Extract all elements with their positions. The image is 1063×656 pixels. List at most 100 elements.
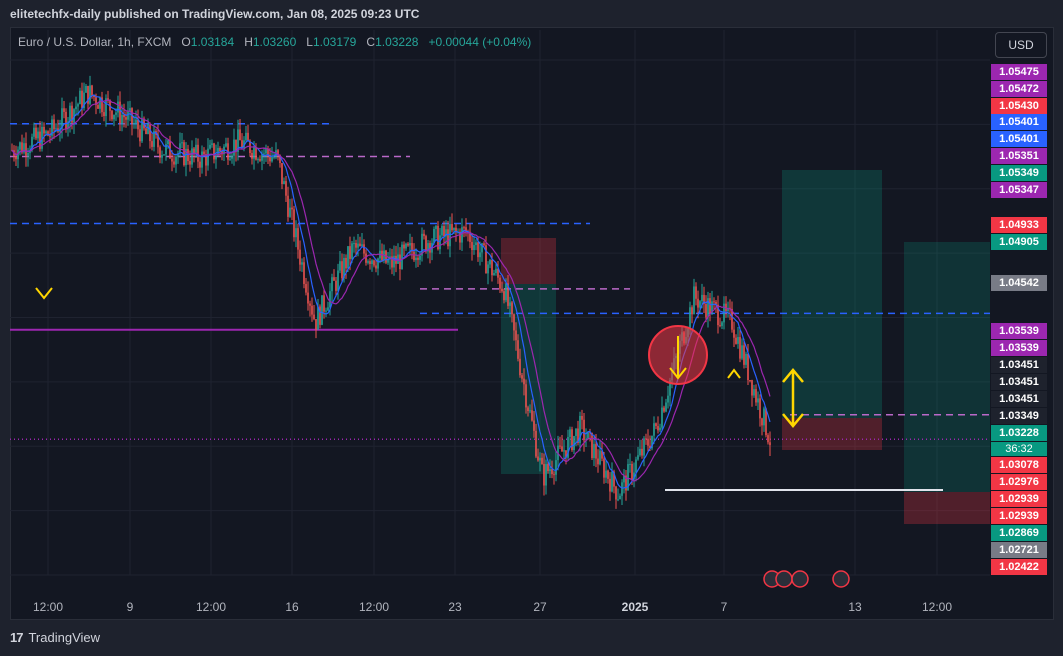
candle-body [123, 114, 125, 118]
candle-body [637, 455, 639, 460]
candle-body [45, 131, 47, 134]
price-label: 1.05401 [991, 114, 1047, 130]
candle-body [25, 143, 27, 156]
currency-button[interactable]: USD [995, 32, 1047, 58]
candle-body [87, 85, 89, 104]
candle-body [259, 159, 261, 161]
candle-body [49, 135, 51, 137]
candle-body [547, 464, 549, 471]
candle-body [197, 144, 199, 162]
candle-body [105, 98, 107, 117]
candle-body [357, 243, 359, 248]
candle-body [699, 301, 701, 308]
candle-body [281, 163, 283, 185]
candle-body [711, 301, 713, 314]
candle-body [325, 310, 327, 312]
price-label: 1.05347 [991, 182, 1047, 198]
candle-body [407, 243, 409, 246]
symbol-name: Euro / U.S. Dollar, 1h, FXCM [18, 35, 172, 49]
candle-body [279, 155, 281, 164]
candle-body [555, 460, 557, 475]
candle-body [421, 233, 423, 256]
candle-body [485, 245, 487, 274]
candle-body [739, 337, 741, 359]
price-label: 1.03451 [991, 391, 1047, 407]
candle-body [289, 207, 291, 217]
candle-body [137, 119, 139, 130]
candle-body [541, 457, 543, 465]
chart-pane[interactable] [10, 27, 1054, 620]
candle-body [649, 445, 651, 449]
candle-body [63, 108, 65, 112]
candle-body [651, 435, 653, 449]
candle-body [291, 207, 293, 210]
down-arrow-icon [669, 336, 687, 380]
candle-body [201, 151, 203, 168]
candle-body [239, 129, 241, 141]
candle-body [41, 126, 43, 149]
candle-body [745, 353, 747, 365]
candle-body [135, 119, 137, 123]
candle-body [247, 132, 249, 141]
price-label: 1.02939 [991, 491, 1047, 507]
candle-body [495, 268, 497, 274]
candle-body [529, 410, 531, 412]
candle-body [145, 128, 147, 135]
open-label: O [181, 35, 191, 49]
candle-body [221, 151, 223, 155]
candle-body [317, 306, 319, 330]
candle-body [77, 104, 79, 107]
candle-body [551, 469, 553, 475]
candle-body [367, 261, 369, 263]
candle-body [763, 408, 765, 426]
candle-body [593, 444, 595, 459]
candle-body [627, 464, 629, 491]
candle-body [89, 85, 91, 104]
candle-body [663, 407, 665, 412]
candle-body [337, 270, 339, 291]
candle-body [119, 101, 121, 124]
candle-body [613, 471, 615, 487]
candle-body [267, 148, 269, 156]
candle-body [655, 423, 657, 427]
candle-body [707, 298, 709, 318]
candle-body [601, 450, 603, 459]
candle-body [101, 97, 103, 113]
candle-body [545, 464, 547, 486]
candle-body [343, 257, 345, 279]
candle-body [567, 436, 569, 458]
candle-body [111, 110, 113, 120]
candle-body [517, 340, 519, 359]
candle-body [345, 257, 347, 269]
event-flag-icon [775, 570, 793, 588]
candle-body [535, 430, 537, 457]
candle-body [689, 307, 691, 329]
candle-body [85, 85, 87, 93]
candle-body [19, 142, 21, 150]
candle-body [81, 90, 83, 108]
candle-body [487, 264, 489, 274]
candle-body [339, 261, 341, 271]
candle-body [309, 303, 311, 306]
ma-slow-line [11, 99, 771, 482]
candle-body [455, 227, 457, 232]
candle-body [61, 108, 63, 129]
candle-body [581, 415, 583, 420]
candle-body [543, 464, 545, 486]
candle-body [639, 448, 641, 456]
price-label: 1.02869 [991, 525, 1047, 541]
price-label: 1.03228 [991, 425, 1047, 441]
candle-body [445, 229, 447, 237]
candle-body [271, 156, 273, 162]
candle-body [83, 92, 85, 108]
candle-body [243, 140, 245, 148]
candle-body [159, 147, 161, 158]
price-label: 1.03539 [991, 323, 1047, 339]
candle-body [765, 408, 767, 436]
candle-body [203, 151, 205, 155]
candle-body [293, 209, 295, 238]
candle-body [669, 380, 671, 396]
candle-body [113, 114, 115, 120]
candle-body [769, 442, 771, 446]
